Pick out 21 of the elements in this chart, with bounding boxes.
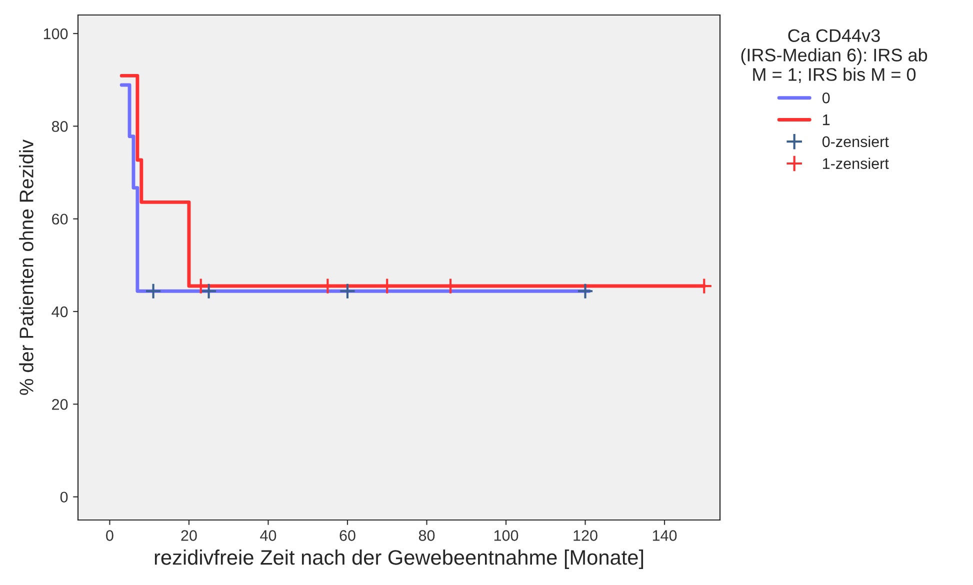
x-tick-label: 140 [652, 530, 677, 541]
x-tick-label: 40 [260, 530, 276, 541]
y-tick-label: 40 [52, 306, 68, 318]
legend-label: 1-zensiert [823, 158, 889, 169]
legend-title: Ca CD44v3 (IRS-Median 6): IRS ab M = 1; IRS bis M = 0 [741, 29, 928, 84]
x-tick-label: 80 [418, 530, 435, 541]
x-tick-label: 120 [574, 530, 598, 541]
legend-label: 0 [822, 92, 830, 104]
y-axis-title: % der Patienten ohne Rezidiv [19, 139, 34, 395]
y-tick-label: 80 [52, 121, 68, 132]
x-tick-label: 60 [340, 530, 356, 541]
x-tick-label: 20 [181, 530, 197, 541]
y-tick-label: 20 [52, 399, 68, 410]
y-tick-label: 100 [44, 28, 68, 40]
y-tick-label: 0 [60, 492, 68, 503]
x-tick-label: 100 [494, 530, 518, 541]
x-tick-label: 0 [106, 530, 114, 541]
legend-label: 0-zensiert [822, 136, 889, 148]
legend-label: 1 [823, 114, 830, 126]
y-tick-label: 60 [52, 214, 68, 225]
x-axis-title: rezidivfreie Zeit nach der Gewebeentnahme [Monate] [154, 550, 644, 569]
